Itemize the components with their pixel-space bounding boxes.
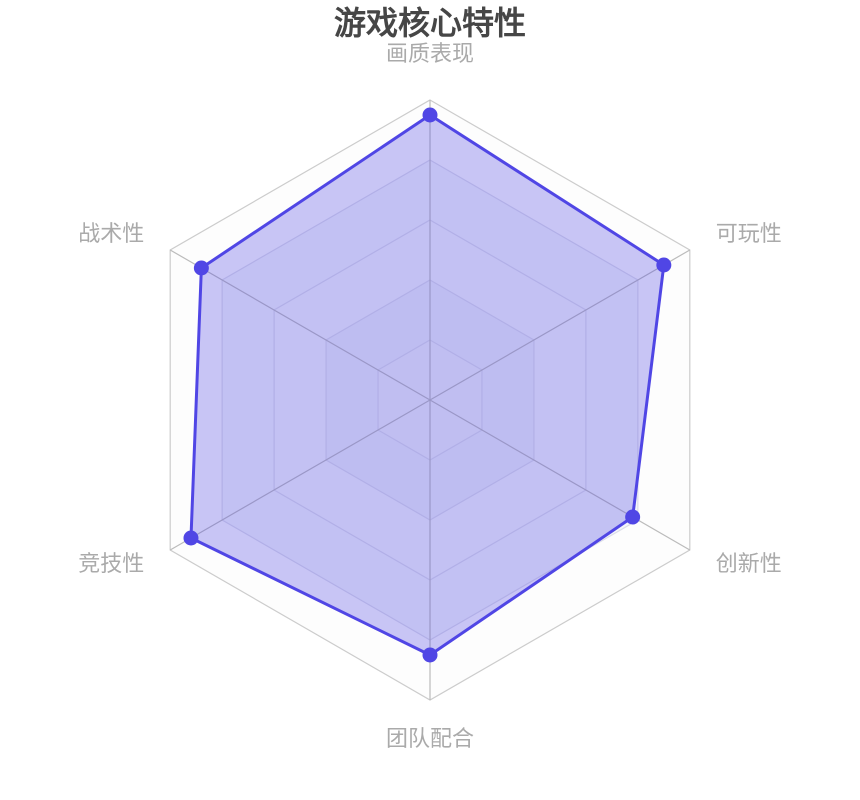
axis-line xyxy=(169,399,431,551)
data-point xyxy=(183,530,199,546)
data-point xyxy=(422,647,438,663)
axis-line xyxy=(169,249,431,401)
axis-line xyxy=(429,399,691,551)
axis-label: 战术性 xyxy=(78,222,144,247)
data-point xyxy=(422,107,438,123)
axis-label: 竞技性 xyxy=(78,552,144,577)
axis-label: 团队配合 xyxy=(386,727,474,752)
data-point xyxy=(625,509,641,525)
axis-line xyxy=(429,249,691,401)
data-point xyxy=(656,257,672,273)
axis-label: 可玩性 xyxy=(716,222,782,247)
chart-title: 游戏核心特性 xyxy=(334,4,526,42)
data-point xyxy=(193,260,209,276)
axis-label: 画质表现 xyxy=(386,42,474,67)
axis-label: 创新性 xyxy=(716,552,782,577)
